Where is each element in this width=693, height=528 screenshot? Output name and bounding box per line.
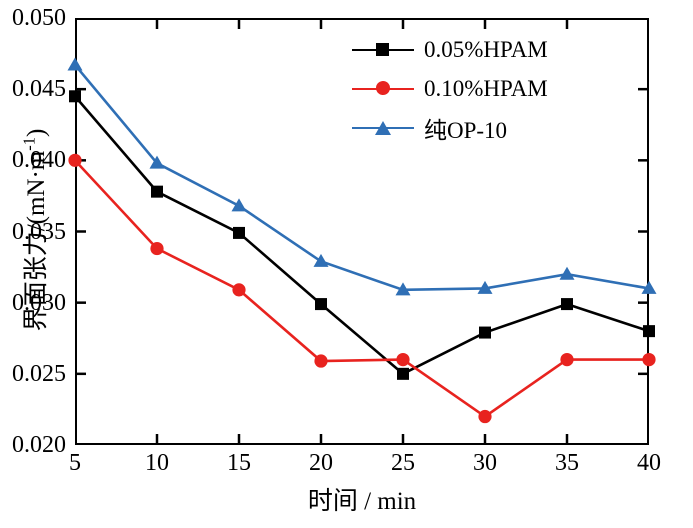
y-axis-label: 界面张力/(mN·m-1) [19, 128, 50, 332]
legend-item-series-2: 0.10%HPAM [352, 69, 620, 108]
legend-swatch-series-3 [352, 116, 414, 140]
x-tick-label: 15 [227, 450, 251, 476]
legend-swatch-series-2 [352, 77, 414, 101]
x-tick-label: 25 [391, 450, 415, 476]
legend-item-series-3: 纯OP-10 [352, 108, 620, 147]
x-tick-label: 20 [309, 450, 333, 476]
x-tick-label: 10 [145, 450, 169, 476]
y-tick-label: 0.040 [12, 147, 66, 174]
y-tick-label: 0.045 [12, 76, 66, 103]
legend-label-series-1: 0.05%HPAM [424, 36, 548, 62]
legend-label-series-2: 0.10%HPAM [424, 75, 548, 101]
legend-swatch-series-1 [352, 38, 414, 62]
y-tick-label: 0.035 [12, 218, 66, 245]
x-tick-label: 5 [69, 450, 81, 476]
y-tick-label: 0.025 [12, 360, 66, 387]
y-tick-label: 0.050 [12, 5, 66, 31]
legend-item-series-1: 0.05%HPAM [352, 30, 620, 69]
x-axis-label: 时间 / min [307, 488, 417, 515]
x-tick-label: 30 [473, 450, 497, 476]
legend-label-series-3: 纯OP-10 [424, 117, 508, 143]
legend: 0.05%HPAM 0.10%HPAM 纯OP-10 [352, 30, 620, 147]
y-tick-label: 0.030 [12, 289, 66, 316]
x-tick-label: 35 [555, 450, 579, 476]
x-tick-label: 40 [637, 450, 661, 476]
y-tick-label: 0.020 [12, 432, 66, 458]
